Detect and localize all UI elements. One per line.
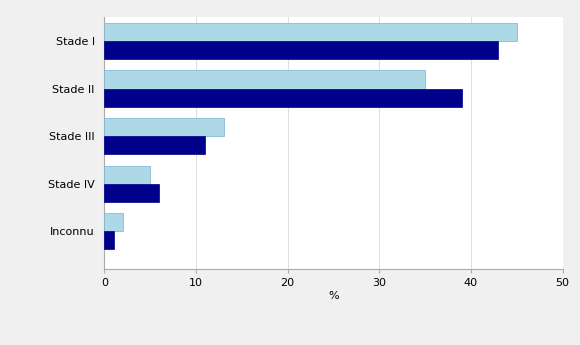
Bar xyxy=(104,23,517,41)
Bar xyxy=(104,118,223,136)
Bar xyxy=(104,89,462,107)
Bar xyxy=(104,136,205,154)
Bar xyxy=(104,231,114,249)
Bar xyxy=(104,70,425,89)
Bar xyxy=(104,166,150,184)
Bar xyxy=(104,41,498,59)
Bar xyxy=(104,184,160,201)
Bar xyxy=(104,213,123,231)
X-axis label: %: % xyxy=(328,291,339,301)
